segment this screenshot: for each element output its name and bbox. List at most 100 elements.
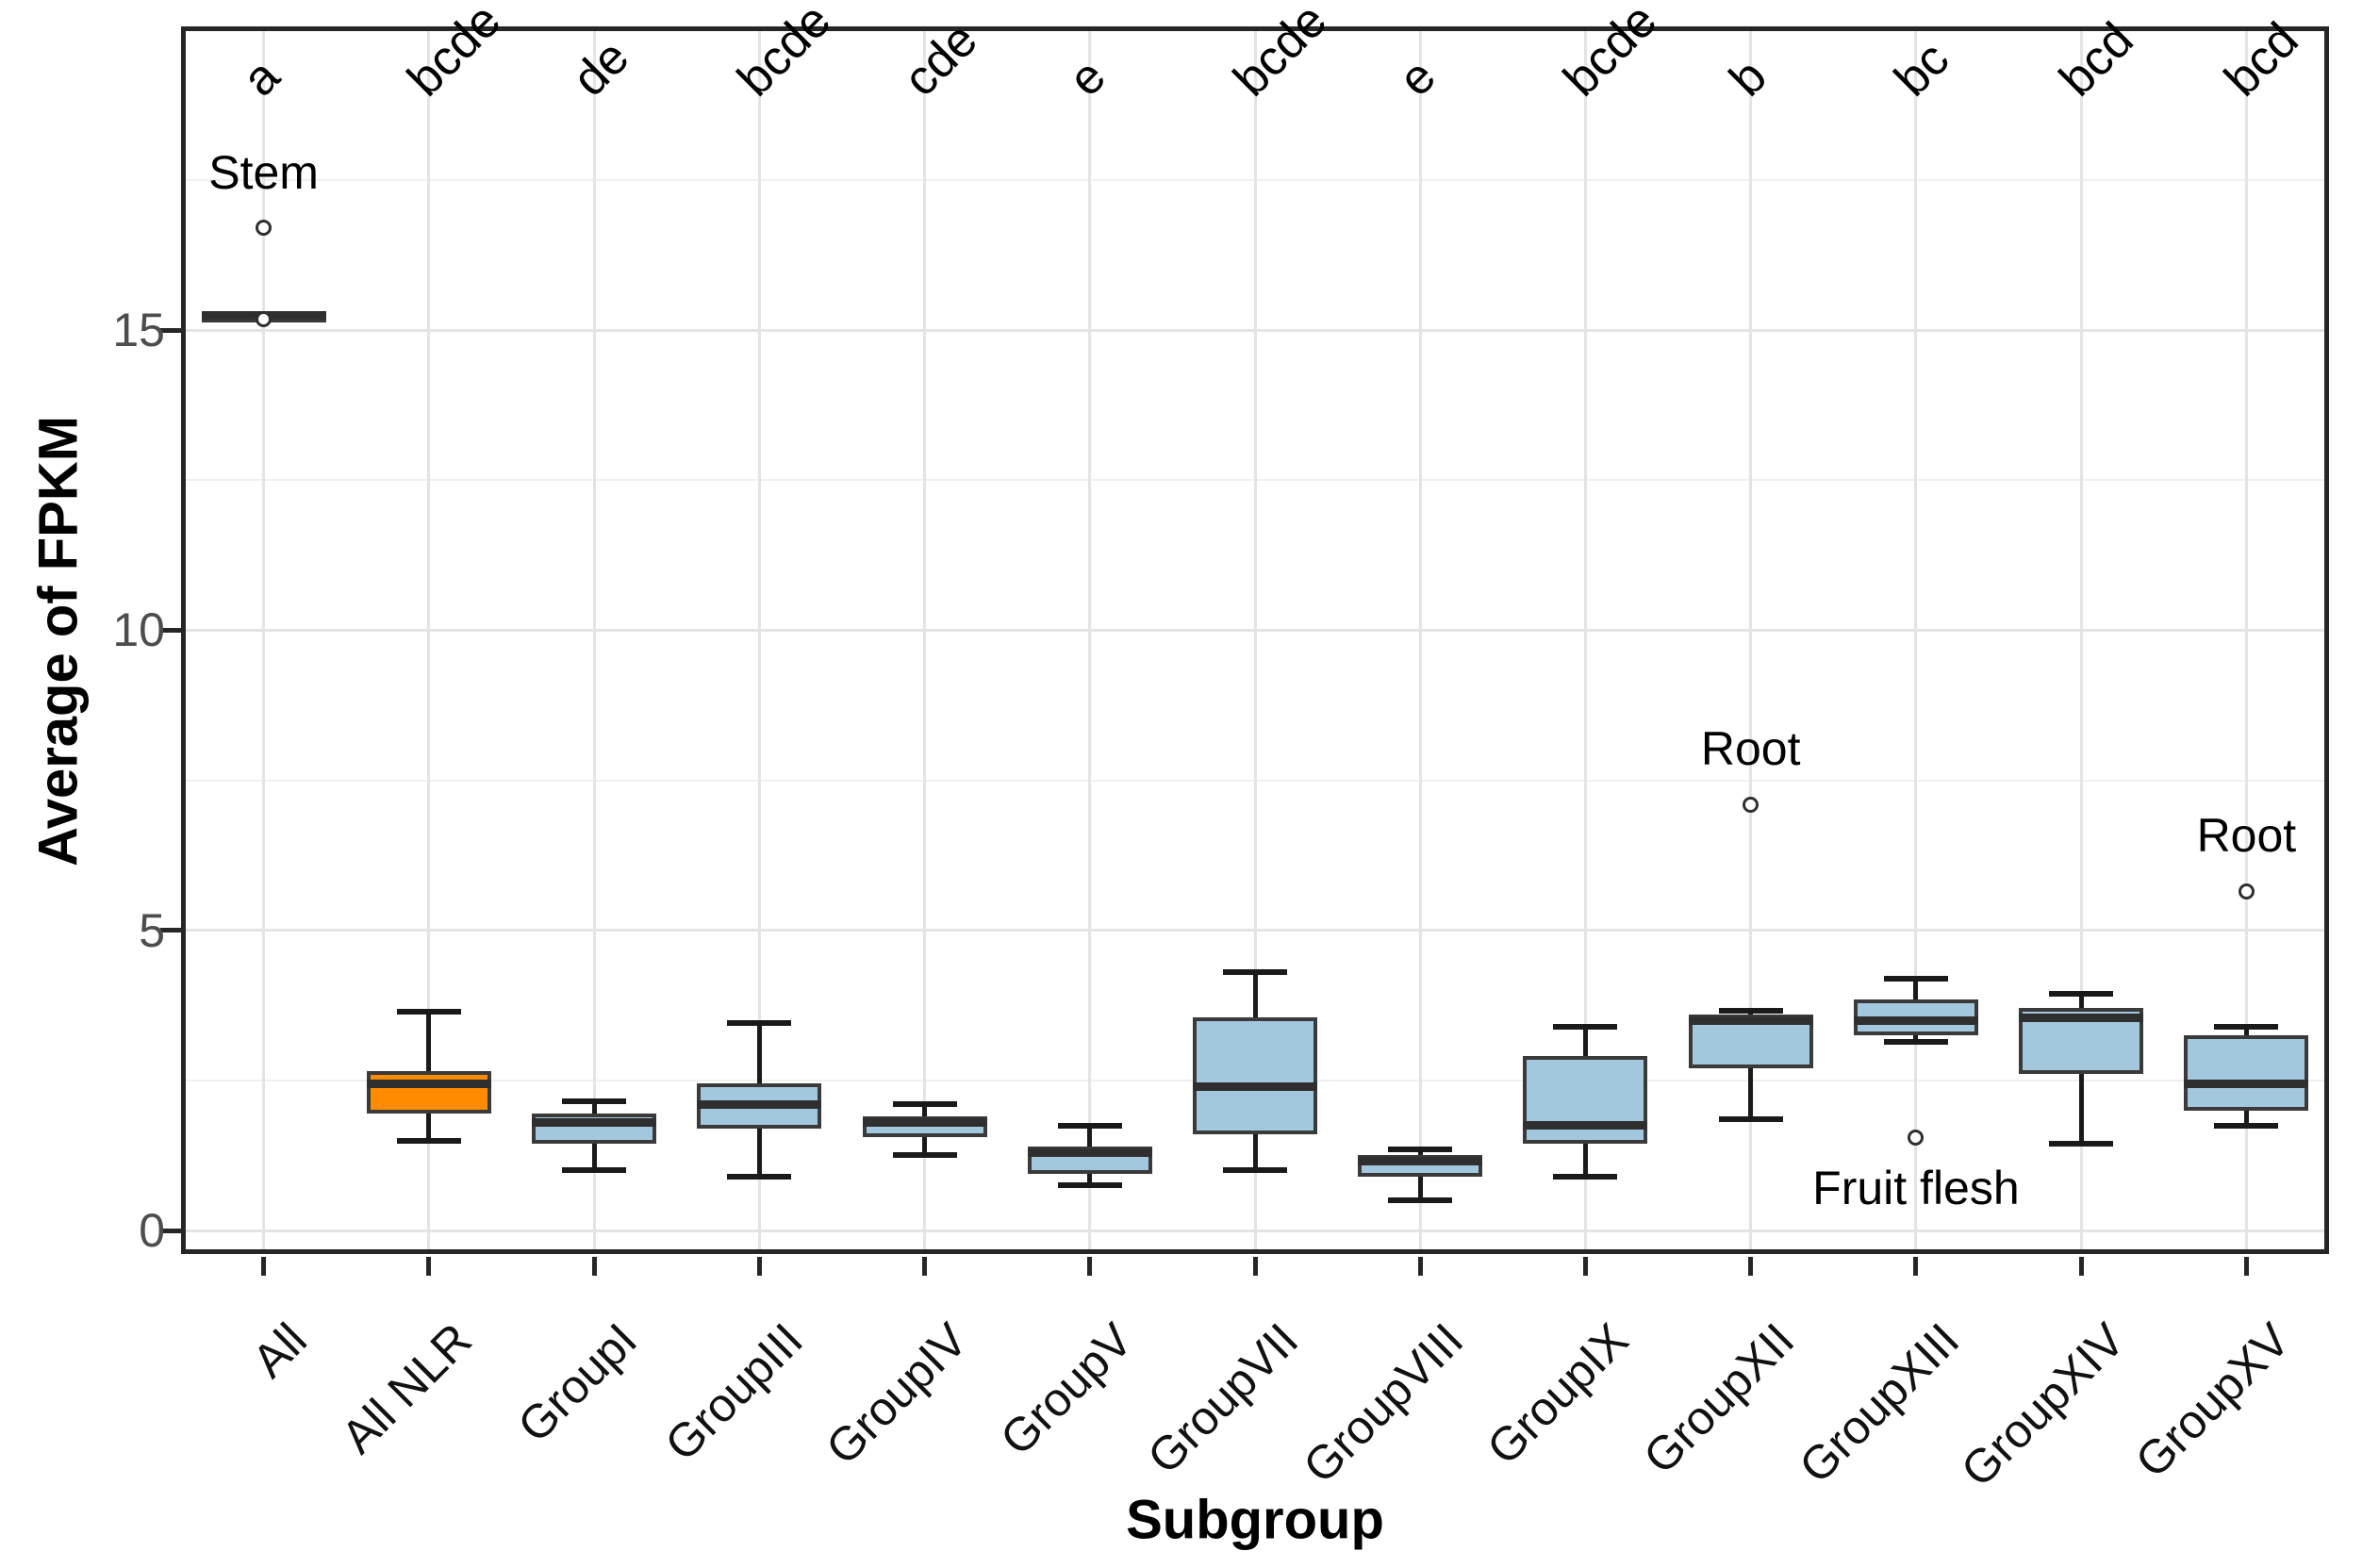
lower-whisker-GroupI	[591, 1143, 597, 1171]
gridline-x-GroupIV	[923, 31, 927, 1249]
annotation-fruit-flesh: Fruit flesh	[1812, 1162, 2020, 1215]
gridline-x-GroupXIII	[1914, 31, 1918, 1249]
upper-whisker-cap-GroupI	[562, 1098, 627, 1105]
median-GroupV	[1027, 1147, 1152, 1157]
upper-whisker-GroupXIV	[2078, 993, 2084, 1009]
x-tick-label-GroupXII: GroupXII	[1632, 1312, 1805, 1484]
annotation-stem: Stem	[208, 145, 319, 199]
x-tick-label-GroupXV: GroupXV	[2124, 1312, 2300, 1488]
x-tick-label-GroupXIII: GroupXIII	[1789, 1312, 1970, 1494]
y-tickmark-10	[160, 627, 181, 633]
x-tick-label-GroupIV: GroupIV	[816, 1312, 978, 1475]
gridline-x-GroupI	[592, 31, 596, 1249]
lower-whisker-GroupXV	[2243, 1110, 2249, 1126]
median-GroupXIII	[1853, 1015, 1978, 1025]
box-GroupXV	[2184, 1035, 2309, 1111]
median-GroupVII	[1193, 1081, 1317, 1091]
x-tick-label-All NLR: All NLR	[331, 1312, 483, 1464]
x-tick-label-GroupXIV: GroupXIV	[1950, 1312, 2135, 1497]
x-tickmark-GroupV	[1087, 1257, 1093, 1276]
x-tickmark-GroupI	[591, 1257, 597, 1276]
lower-whisker-cap-GroupXV	[2214, 1122, 2279, 1129]
upper-whisker-GroupVIII	[1417, 1149, 1423, 1156]
upper-whisker-GroupIII	[756, 1023, 762, 1084]
x-tick-label-GroupIX: GroupIX	[1477, 1312, 1639, 1475]
x-tickmark-GroupXIV	[2078, 1257, 2084, 1276]
gridline-x-GroupIII	[757, 31, 761, 1249]
x-tickmark-GroupXIII	[1913, 1257, 1919, 1276]
gridline-x-GroupXII	[1749, 31, 1753, 1249]
upper-whisker-GroupIX	[1582, 1026, 1588, 1057]
median-GroupI	[532, 1117, 657, 1127]
upper-whisker-All NLR	[426, 1011, 432, 1072]
lower-whisker-cap-GroupVII	[1223, 1167, 1287, 1174]
x-tick-label-GroupVII: GroupVII	[1137, 1312, 1309, 1484]
annotation-root: Root	[1700, 722, 1801, 775]
upper-whisker-cap-All NLR	[396, 1008, 461, 1015]
y-tick-label-15: 15	[112, 304, 165, 357]
x-tickmark-GroupXII	[1748, 1257, 1754, 1276]
x-tickmark-GroupIII	[756, 1257, 762, 1276]
y-tick-label-0: 0	[139, 1204, 165, 1257]
upper-whisker-GroupV	[1087, 1125, 1093, 1147]
upper-whisker-cap-GroupVII	[1223, 969, 1287, 976]
x-tick-label-GroupV: GroupV	[990, 1312, 1144, 1466]
lower-whisker-GroupXIII	[1913, 1035, 1919, 1043]
outlier-All-1	[256, 311, 273, 328]
y-tick-label-5: 5	[139, 903, 165, 957]
lower-whisker-cap-GroupVIII	[1388, 1197, 1453, 1204]
lower-whisker-GroupXII	[1748, 1068, 1754, 1120]
upper-whisker-GroupXIII	[1913, 978, 1919, 999]
lower-whisker-cap-All NLR	[396, 1137, 461, 1144]
lower-whisker-cap-GroupIV	[892, 1152, 957, 1159]
x-tick-label-All: All	[242, 1312, 317, 1388]
upper-whisker-GroupVII	[1252, 972, 1258, 1017]
upper-whisker-cap-GroupXIV	[2049, 990, 2114, 997]
outlier-GroupXII-0	[1743, 796, 1759, 813]
lower-whisker-GroupIX	[1582, 1143, 1588, 1177]
x-tickmark-GroupVII	[1252, 1257, 1258, 1276]
outlier-GroupXIII-0	[1908, 1129, 1925, 1146]
x-tick-label-GroupVIII: GroupVIII	[1293, 1312, 1474, 1494]
x-tickmark-All	[261, 1257, 267, 1276]
lower-whisker-cap-GroupXIII	[1883, 1039, 1948, 1046]
lower-whisker-cap-GroupXIV	[2049, 1140, 2114, 1147]
y-tickmark-15	[160, 327, 181, 333]
median-GroupXII	[1688, 1015, 1813, 1025]
box-GroupIX	[1523, 1056, 1648, 1144]
lower-whisker-cap-GroupV	[1057, 1182, 1122, 1189]
x-tickmark-GroupVIII	[1417, 1257, 1423, 1276]
gridline-x-All	[262, 31, 266, 1249]
gridline-x-All NLR	[427, 31, 431, 1249]
x-axis-title: Subgroup	[1126, 1489, 1384, 1551]
upper-whisker-cap-GroupV	[1057, 1122, 1122, 1129]
lower-whisker-cap-GroupIII	[727, 1173, 792, 1180]
lower-whisker-GroupVII	[1252, 1134, 1258, 1171]
gridline-x-GroupVIII	[1418, 31, 1422, 1249]
gridline-x-GroupVII	[1253, 31, 1257, 1249]
median-GroupXIV	[2019, 1013, 2144, 1022]
annotation-root: Root	[2196, 809, 2297, 863]
gridline-x-GroupIX	[1583, 31, 1587, 1249]
upper-whisker-cap-GroupXII	[1718, 1008, 1783, 1014]
upper-whisker-cap-GroupIII	[727, 1020, 792, 1027]
x-tickmark-GroupIX	[1582, 1257, 1588, 1276]
upper-whisker-GroupI	[591, 1101, 597, 1114]
upper-whisker-cap-GroupIX	[1553, 1023, 1618, 1030]
lower-whisker-cap-GroupI	[562, 1167, 627, 1174]
median-GroupVIII	[1358, 1157, 1483, 1166]
gridline-x-GroupXIV	[2079, 31, 2083, 1249]
upper-whisker-cap-GroupVIII	[1388, 1147, 1453, 1153]
lower-whisker-cap-GroupIX	[1553, 1173, 1618, 1180]
x-tickmark-All NLR	[426, 1257, 432, 1276]
lower-whisker-GroupV	[1087, 1173, 1093, 1186]
lower-whisker-GroupIII	[756, 1128, 762, 1177]
y-tickmark-0	[160, 1228, 181, 1233]
median-GroupIX	[1523, 1121, 1648, 1131]
outlier-All-0	[256, 220, 273, 237]
x-tickmark-GroupIV	[922, 1257, 928, 1276]
lower-whisker-GroupIV	[922, 1137, 928, 1156]
lower-whisker-GroupVIII	[1417, 1176, 1423, 1201]
median-GroupIV	[862, 1117, 987, 1127]
